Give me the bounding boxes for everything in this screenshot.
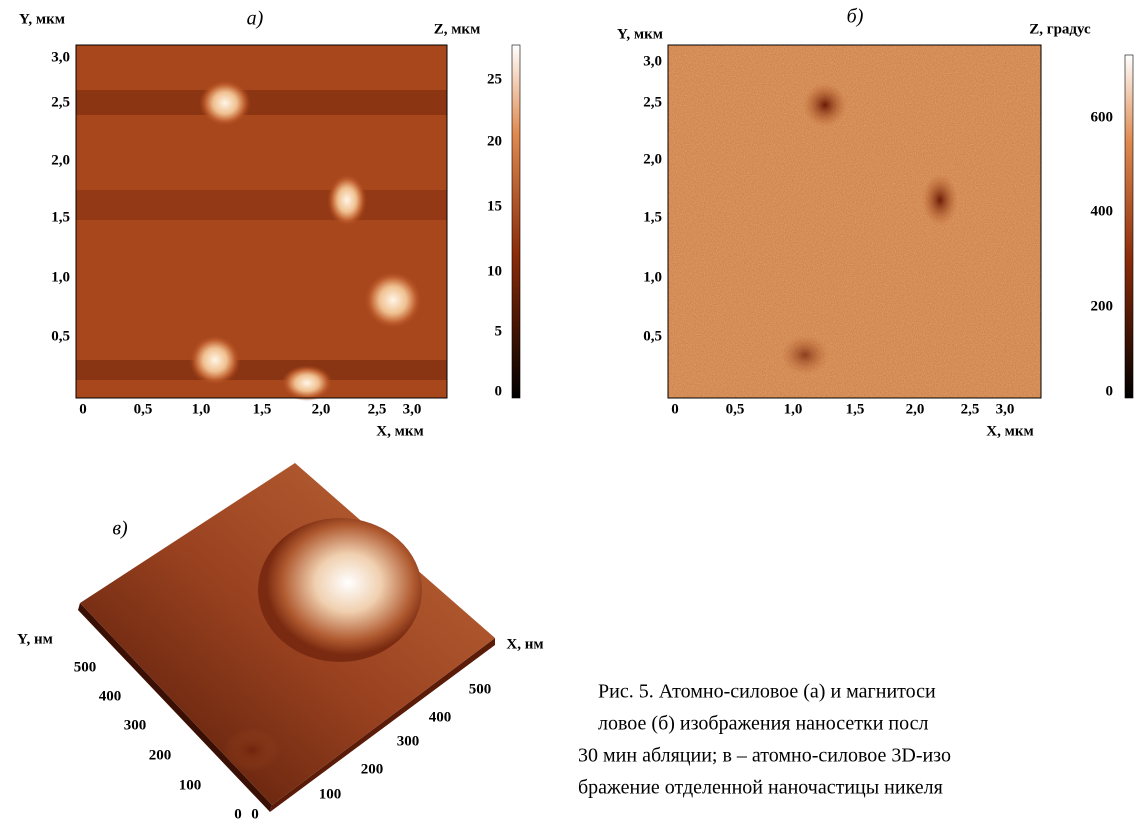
x-tick-label: 1,5 xyxy=(253,401,272,417)
z-tick-label: 400 xyxy=(1091,203,1114,219)
y-axis-label: Y, нм xyxy=(17,631,53,647)
afm-3d-image-c xyxy=(78,463,495,812)
x-tick-label: 1,0 xyxy=(192,401,211,417)
y-tick-label: 3,0 xyxy=(51,49,70,65)
y-tick-label: 2,5 xyxy=(51,94,70,110)
x-tick-label: 1,0 xyxy=(784,401,803,417)
x-tick-label: 2,0 xyxy=(906,401,925,417)
z-tick-label: 0 xyxy=(1106,383,1114,399)
y-tick-label: 0,5 xyxy=(51,328,70,344)
color-scale-b xyxy=(1125,55,1133,398)
x-tick-label: 1,5 xyxy=(846,401,865,417)
x-tick-label: 0,5 xyxy=(726,401,745,417)
y-tick-label: 0 xyxy=(234,806,242,822)
z-tick-label: 15 xyxy=(487,198,502,214)
panel-label: а) xyxy=(247,8,264,30)
x-tick-label: 0 xyxy=(251,806,259,822)
x-tick-label: 0 xyxy=(671,401,679,417)
y-tick-label: 300 xyxy=(124,717,147,733)
y-axis-label: Y, мкм xyxy=(19,11,65,27)
panel-label: в) xyxy=(112,518,128,540)
z-tick-label: 600 xyxy=(1091,109,1114,125)
caption-line: бражение отделенной наночастицы никеля xyxy=(578,777,943,799)
y-tick-label: 0,5 xyxy=(643,328,662,344)
x-axis-label: X, нм xyxy=(506,636,543,652)
y-tick-label: 1,5 xyxy=(51,209,70,225)
y-tick-label: 2,5 xyxy=(643,94,662,110)
y-axis-label: Y, мкм xyxy=(617,26,663,42)
afm-image-a xyxy=(76,45,447,401)
caption-line: ловое (б) изображения наносетки посл xyxy=(598,713,928,735)
z-tick-label: 0 xyxy=(495,383,503,399)
x-tick-label: 200 xyxy=(361,761,384,777)
y-tick-label: 400 xyxy=(99,688,122,704)
x-tick-label: 3,0 xyxy=(996,401,1015,417)
y-tick-label: 1,5 xyxy=(643,209,662,225)
panel-label: б) xyxy=(847,6,864,28)
x-tick-label: 400 xyxy=(429,709,452,725)
y-tick-label: 2,0 xyxy=(51,152,70,168)
x-tick-label: 3,0 xyxy=(403,401,422,417)
x-axis-label: X, мкм xyxy=(986,423,1033,439)
z-tick-label: 25 xyxy=(487,71,502,87)
caption-line: 30 мин абляции; в – атомно-силовое 3D-из… xyxy=(578,745,951,767)
z-tick-label: 5 xyxy=(495,323,503,339)
z-axis-label: Z, градус xyxy=(1029,21,1091,37)
x-axis-label: X, мкм xyxy=(376,423,423,439)
y-tick-label: 3,0 xyxy=(643,53,662,69)
color-scale-a xyxy=(512,45,520,398)
x-tick-label: 0 xyxy=(79,401,87,417)
x-tick-label: 0,5 xyxy=(134,401,153,417)
x-tick-label: 300 xyxy=(397,733,420,749)
x-tick-label: 500 xyxy=(469,681,492,697)
y-tick-label: 1,0 xyxy=(643,269,662,285)
mfm-image-b xyxy=(668,45,1041,398)
y-tick-label: 200 xyxy=(149,747,172,763)
y-tick-label: 2,0 xyxy=(643,151,662,167)
y-tick-label: 500 xyxy=(74,659,97,675)
x-tick-label: 100 xyxy=(319,786,342,802)
z-tick-label: 10 xyxy=(487,263,502,279)
caption-line: Рис. 5. Атомно-силовое (а) и магнитоси xyxy=(598,681,936,703)
y-tick-label: 100 xyxy=(179,777,202,793)
y-tick-label: 1,0 xyxy=(51,269,70,285)
x-tick-label: 2,5 xyxy=(368,401,387,417)
z-tick-label: 200 xyxy=(1091,298,1114,314)
z-tick-label: 20 xyxy=(487,133,502,149)
x-tick-label: 2,0 xyxy=(312,401,331,417)
z-axis-label: Z, мкм xyxy=(434,21,481,37)
x-tick-label: 2,5 xyxy=(961,401,980,417)
figure: а)Y, мкмX, мкмZ, мкм3,02,52,01,51,00,500… xyxy=(0,0,1145,827)
